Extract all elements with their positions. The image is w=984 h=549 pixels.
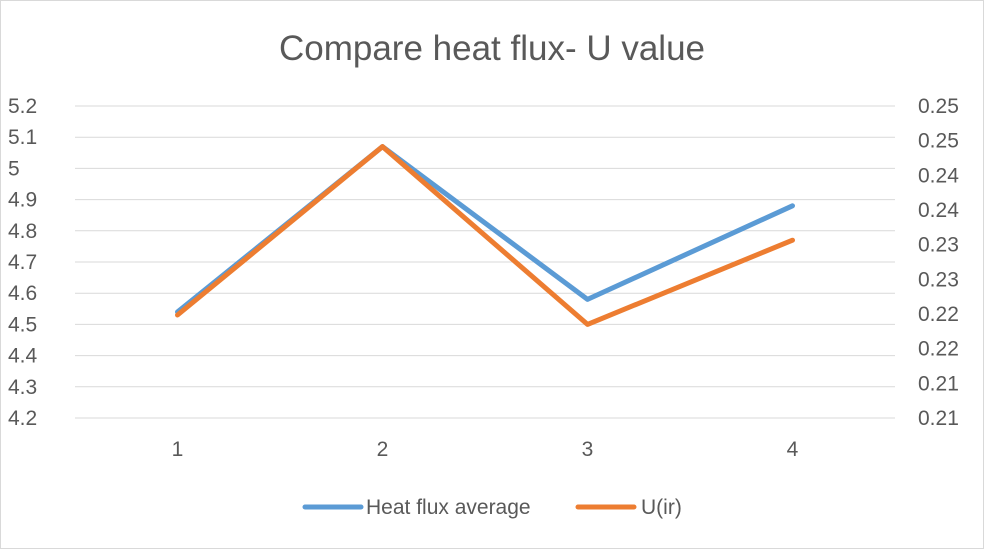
left-axis-tick-label: 4.8 bbox=[8, 220, 37, 243]
chart-title: Compare heat flux- U value bbox=[279, 29, 705, 68]
right-axis-tick-label: 0.24 bbox=[918, 164, 959, 187]
series-line-1 bbox=[175, 144, 795, 315]
series-lines bbox=[175, 144, 795, 327]
right-axis-tick-label: 0.25 bbox=[918, 130, 959, 153]
right-axis-tick-label: 0.21 bbox=[918, 407, 959, 430]
left-axis-tick-label: 5 bbox=[8, 157, 20, 180]
x-axis-tick-label: 2 bbox=[377, 438, 389, 461]
x-axis-tick-label: 4 bbox=[787, 438, 799, 461]
right-axis-tick-label: 0.22 bbox=[918, 303, 959, 326]
left-axis-ticks: 5.2 5.1 5 4.9 4.8 4.7 4.6 4.5 4.4 4.3 4.2 bbox=[8, 95, 38, 430]
left-axis-tick-label: 4.2 bbox=[8, 407, 37, 430]
right-axis-ticks: 0.25 0.25 0.24 0.24 0.23 0.23 0.22 0.22 0.21 0.21 bbox=[918, 95, 959, 430]
left-axis-tick-label: 4.6 bbox=[8, 282, 37, 305]
left-axis-tick-label: 5.2 bbox=[8, 95, 37, 118]
left-axis-tick-label: 4.4 bbox=[8, 345, 38, 368]
right-axis-tick-label: 0.21 bbox=[918, 372, 959, 395]
left-axis-tick-label: 4.9 bbox=[8, 189, 37, 212]
right-axis-tick-label: 0.23 bbox=[918, 234, 959, 257]
right-axis-tick-label: 0.25 bbox=[918, 95, 959, 118]
right-axis-tick-label: 0.22 bbox=[918, 338, 959, 361]
left-axis-tick-label: 4.3 bbox=[8, 376, 37, 399]
legend-label: Heat flux average bbox=[366, 496, 531, 519]
x-axis-tick-label: 3 bbox=[582, 438, 594, 461]
legend: Heat flux average U(ir) bbox=[302, 496, 682, 519]
left-axis-tick-label: 4.7 bbox=[8, 251, 37, 274]
gridlines bbox=[75, 105, 895, 419]
series-line-2 bbox=[175, 144, 795, 327]
legend-label: U(ir) bbox=[641, 496, 682, 519]
left-axis-tick-label: 5.1 bbox=[8, 126, 37, 149]
x-axis-tick-label: 1 bbox=[172, 438, 184, 461]
right-axis-tick-label: 0.24 bbox=[918, 199, 959, 222]
x-axis-ticks: 1 2 3 4 bbox=[172, 438, 799, 461]
right-axis-tick-label: 0.23 bbox=[918, 268, 959, 291]
left-axis-tick-label: 4.5 bbox=[8, 313, 37, 336]
